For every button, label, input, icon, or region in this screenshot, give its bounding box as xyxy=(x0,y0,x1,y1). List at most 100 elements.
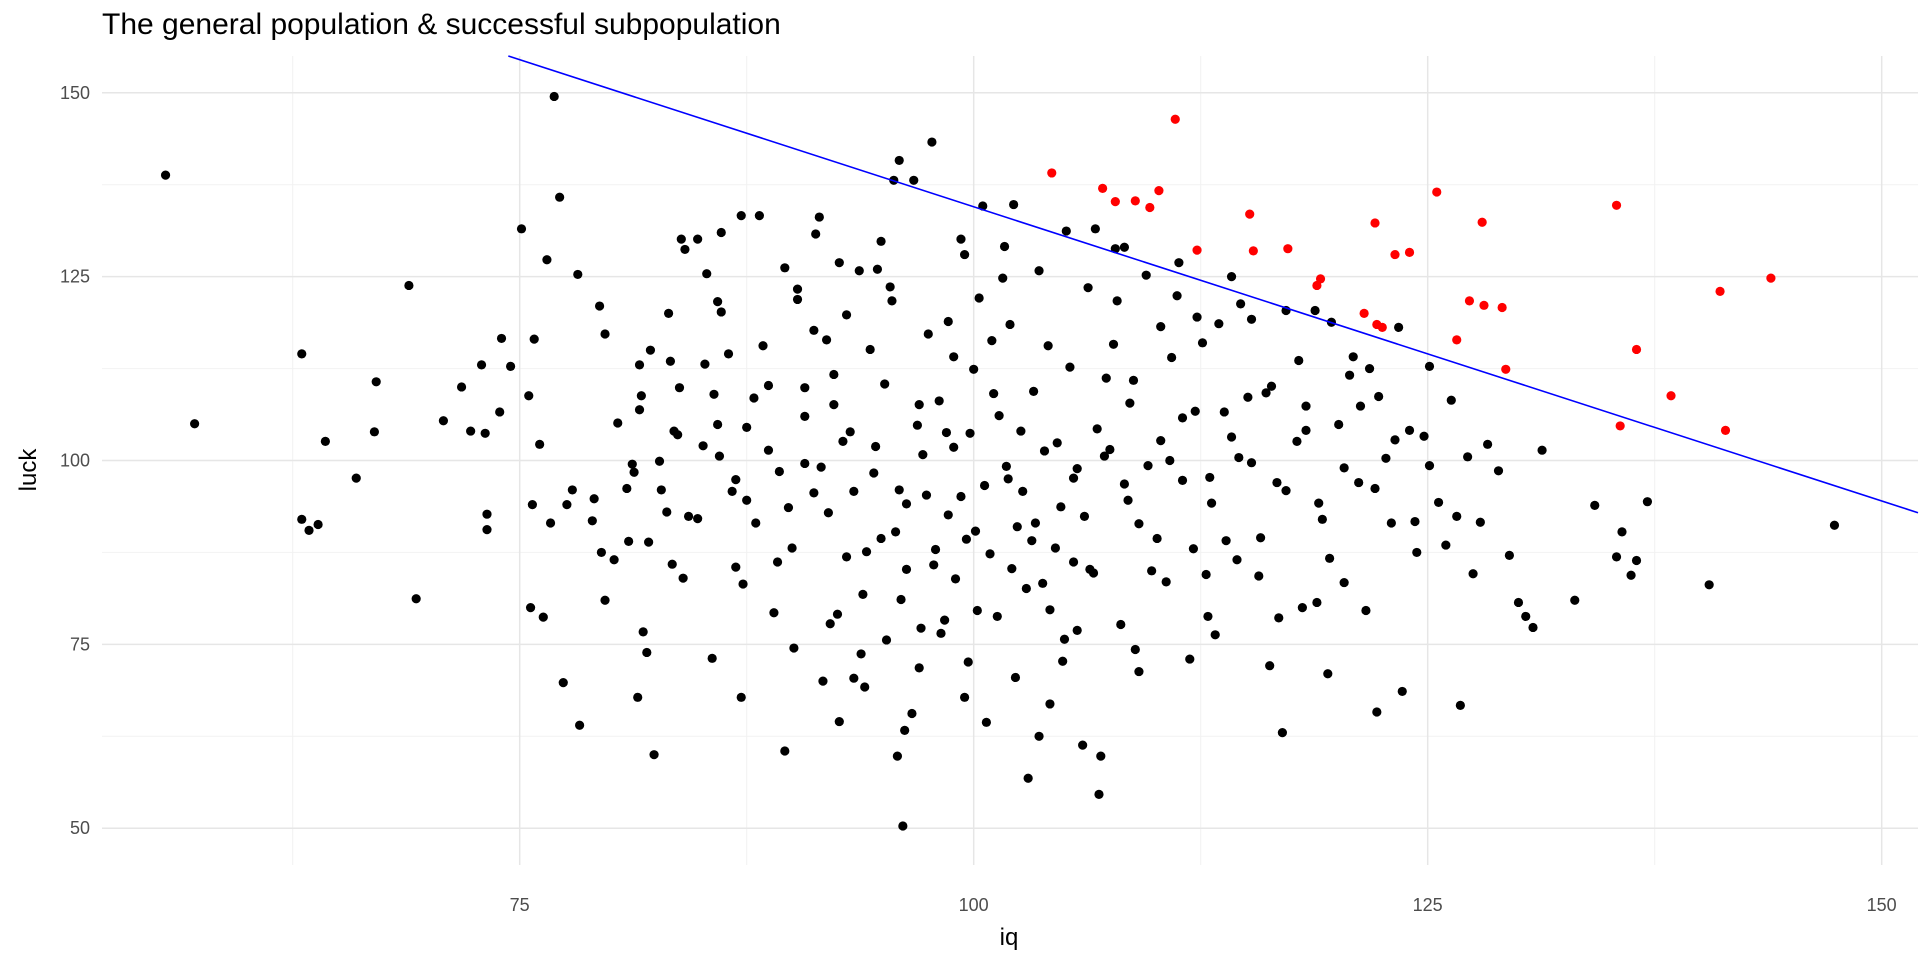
data-point xyxy=(858,589,868,599)
data-point xyxy=(1205,472,1215,483)
data-point xyxy=(1354,477,1364,488)
data-point xyxy=(1479,300,1489,310)
data-point xyxy=(662,507,672,517)
data-point xyxy=(1219,407,1229,417)
data-point xyxy=(1039,446,1050,456)
data-point xyxy=(313,519,323,530)
data-point xyxy=(1119,479,1130,489)
data-point xyxy=(480,428,490,438)
data-point xyxy=(892,751,903,761)
data-point xyxy=(1463,452,1473,462)
data-point xyxy=(674,383,685,393)
data-point xyxy=(1704,580,1714,590)
data-point xyxy=(636,391,646,401)
data-point xyxy=(736,692,746,702)
data-point xyxy=(999,241,1010,252)
data-point xyxy=(1161,577,1171,587)
data-point xyxy=(1294,355,1304,366)
data-point xyxy=(900,725,910,736)
data-point xyxy=(1172,291,1182,301)
data-point xyxy=(527,500,537,510)
data-point xyxy=(1325,553,1335,563)
data-point xyxy=(1236,299,1246,309)
threshold-line-layer xyxy=(508,55,1919,514)
data-point xyxy=(814,212,824,222)
data-point xyxy=(1475,517,1485,527)
data-point xyxy=(738,579,748,589)
data-point xyxy=(823,508,834,518)
data-point xyxy=(1315,274,1326,284)
data-point xyxy=(998,273,1008,283)
data-point xyxy=(872,264,883,274)
data-point xyxy=(633,692,643,702)
data-point xyxy=(1245,209,1255,219)
data-point xyxy=(1432,187,1442,197)
data-point xyxy=(1108,339,1119,349)
data-point xyxy=(989,388,999,399)
data-point xyxy=(1027,536,1037,546)
data-point xyxy=(985,549,995,559)
data-point xyxy=(1590,500,1600,510)
data-point xyxy=(1226,272,1237,282)
data-point xyxy=(780,263,790,273)
data-point xyxy=(667,559,677,569)
data-point xyxy=(1314,498,1324,508)
data-point xyxy=(894,155,904,166)
data-point xyxy=(1110,197,1120,207)
data-point xyxy=(865,344,875,355)
data-point xyxy=(642,647,652,658)
data-point xyxy=(880,379,890,389)
data-point xyxy=(949,442,959,452)
data-point xyxy=(1617,527,1627,537)
data-point xyxy=(1058,656,1068,666)
data-point xyxy=(956,491,966,502)
data-point xyxy=(849,673,859,683)
data-point xyxy=(562,500,572,510)
data-point xyxy=(1386,518,1396,528)
y-tick-label: 75 xyxy=(70,634,90,654)
data-point xyxy=(693,514,703,524)
data-point xyxy=(304,525,314,535)
data-point xyxy=(1570,595,1580,605)
data-point xyxy=(320,436,330,446)
data-point xyxy=(731,562,741,572)
data-point xyxy=(1003,474,1013,484)
data-point xyxy=(495,407,505,417)
data-point xyxy=(887,296,897,306)
data-point xyxy=(1504,550,1514,560)
data-point xyxy=(861,547,872,557)
data-point xyxy=(558,678,568,688)
data-point xyxy=(516,224,527,234)
data-point xyxy=(1348,352,1358,362)
data-point xyxy=(542,255,552,265)
data-point xyxy=(1012,522,1022,532)
data-point xyxy=(894,485,904,495)
data-point xyxy=(1301,401,1311,411)
data-point xyxy=(1666,391,1676,401)
data-point xyxy=(1537,445,1547,455)
data-point xyxy=(634,360,645,370)
data-point xyxy=(1094,789,1104,799)
data-point xyxy=(693,234,703,244)
data-point xyxy=(466,426,476,436)
data-point xyxy=(1631,344,1642,355)
data-point xyxy=(482,509,492,519)
data-point xyxy=(914,400,924,410)
data-point xyxy=(841,552,852,562)
data-point xyxy=(567,485,577,495)
data-point xyxy=(709,389,719,399)
data-point xyxy=(1272,477,1282,488)
data-point xyxy=(1192,312,1202,322)
data-point xyxy=(698,441,708,451)
data-point xyxy=(921,490,932,500)
data-point xyxy=(949,352,959,362)
y-tick-label: 150 xyxy=(60,83,90,103)
data-point xyxy=(476,360,487,370)
data-point xyxy=(1092,424,1102,434)
data-points xyxy=(160,91,1840,831)
data-point xyxy=(1381,453,1391,463)
data-point xyxy=(600,329,610,339)
data-point xyxy=(1234,452,1244,463)
data-point xyxy=(1377,322,1387,332)
data-point xyxy=(596,547,607,558)
